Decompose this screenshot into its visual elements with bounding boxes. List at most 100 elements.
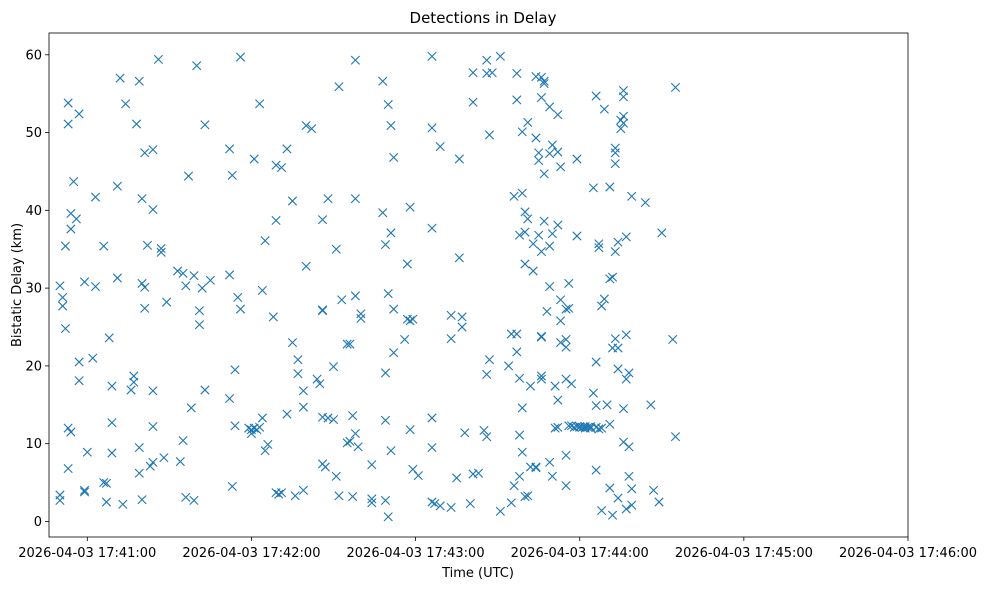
data-point-marker (389, 348, 399, 358)
data-point-marker (293, 355, 303, 365)
data-point-marker (473, 468, 484, 478)
data-point-marker (621, 374, 631, 384)
data-point-marker (197, 283, 207, 293)
data-point-marker (134, 468, 144, 478)
x-tick-label: 2026-04-03 17:46:00 (839, 546, 977, 561)
data-point-marker (561, 374, 571, 384)
data-point-marker (337, 295, 347, 305)
data-point-marker (121, 99, 131, 109)
data-point-marker (101, 478, 112, 488)
data-point-marker (131, 119, 142, 129)
data-point-marker (457, 322, 467, 332)
data-point-marker (74, 376, 84, 386)
data-point-marker (602, 400, 612, 410)
data-point-marker (520, 207, 530, 217)
data-point-marker (446, 334, 456, 344)
data-point-marker (542, 306, 552, 317)
data-point-marker (618, 111, 629, 121)
data-point-marker (227, 481, 237, 492)
data-point-marker (255, 422, 265, 432)
data-point-marker (512, 68, 522, 79)
data-point-marker (99, 477, 109, 488)
data-point-marker (312, 374, 322, 384)
data-point-marker (468, 68, 478, 78)
data-point-marker (235, 304, 246, 314)
data-point-marker (328, 414, 339, 425)
data-point-marker (482, 55, 492, 65)
data-point-marker (74, 109, 84, 119)
data-point-marker (380, 495, 391, 506)
data-point-marker (536, 92, 547, 103)
data-point-marker (514, 471, 525, 481)
data-point-marker (487, 68, 497, 78)
data-point-marker (205, 275, 215, 285)
data-point-marker (112, 273, 122, 283)
data-point-marker (646, 400, 656, 410)
data-point-marker (517, 447, 527, 457)
data-point-marker (512, 329, 522, 339)
data-point-marker (465, 498, 475, 509)
data-point-marker (564, 421, 574, 431)
data-point-marker (536, 72, 547, 82)
data-point-marker (90, 281, 101, 292)
data-point-marker (553, 395, 563, 405)
data-point-marker (140, 303, 150, 313)
data-point-marker (107, 448, 117, 458)
data-point-marker (172, 266, 183, 276)
data-point-marker (386, 228, 396, 238)
data-point-marker (58, 301, 68, 311)
y-axis: 0 10 20 30 40 50 60 (25, 48, 49, 530)
data-point-marker (255, 99, 265, 109)
data-point-marker (323, 194, 333, 204)
y-tick-label: 0 (34, 515, 42, 530)
data-point-marker (175, 456, 185, 467)
data-point-marker (74, 357, 84, 367)
x-axis: 2026-04-03 17:41:00 2026-04-03 17:42:00 20… (18, 537, 977, 561)
data-point-marker (408, 314, 418, 324)
data-point-marker (274, 489, 284, 499)
x-tick-label: 2026-04-03 17:45:00 (675, 546, 813, 561)
data-point-marker (514, 373, 525, 383)
data-point-marker (452, 473, 462, 483)
data-point-marker (271, 215, 281, 226)
data-point-marker (334, 82, 344, 92)
data-point-marker (367, 498, 377, 508)
data-point-marker (383, 99, 393, 110)
data-point-marker (380, 415, 391, 425)
data-point-marker (514, 430, 525, 440)
data-point-marker (610, 148, 620, 158)
data-point-marker (405, 425, 415, 435)
data-point-marker (153, 54, 164, 65)
data-point-marker (427, 223, 437, 233)
data-point-marker (126, 385, 136, 395)
data-point-marker (594, 243, 604, 253)
data-point-marker (156, 247, 166, 257)
data-point-marker (588, 183, 598, 193)
data-point-marker (607, 510, 618, 520)
chart-title: Detections in Delay (410, 9, 557, 27)
data-point-marker (621, 232, 631, 242)
data-point-marker (482, 369, 492, 380)
data-point-marker (454, 154, 464, 164)
y-tick-label: 40 (25, 204, 42, 219)
data-point-marker (566, 379, 577, 389)
data-point-marker (307, 124, 317, 134)
data-point-marker (320, 462, 330, 472)
data-point-marker (298, 485, 309, 495)
data-point-marker (599, 104, 609, 114)
data-point-marker (550, 381, 560, 391)
data-point-marker (79, 485, 90, 495)
data-series (55, 51, 681, 522)
data-point-marker (594, 239, 604, 249)
data-point-marker (550, 423, 560, 433)
data-point-marker (457, 312, 467, 322)
data-point-marker (523, 491, 533, 501)
data-point-marker (430, 498, 440, 509)
data-point-marker (561, 481, 571, 491)
data-point-marker (610, 246, 620, 257)
data-point-marker (350, 291, 360, 301)
data-point-marker (613, 493, 623, 503)
data-point-marker (405, 202, 415, 212)
data-point-marker (555, 316, 566, 326)
data-point-marker (112, 181, 122, 191)
